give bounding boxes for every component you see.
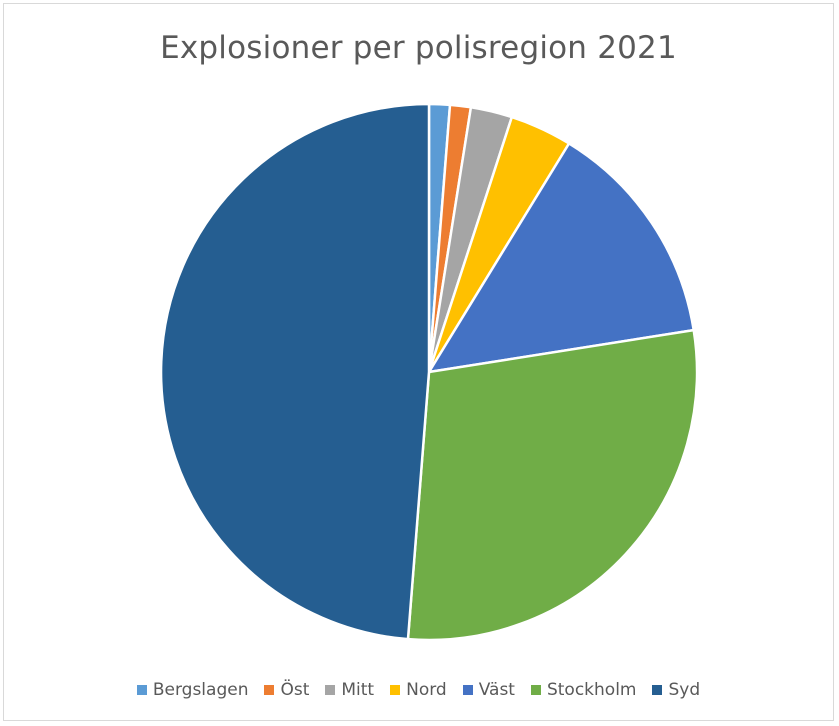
legend-label: Väst bbox=[478, 680, 515, 700]
legend-item: Syd bbox=[652, 680, 700, 700]
pie-chart bbox=[159, 102, 699, 642]
legend-item: Bergslagen bbox=[136, 680, 249, 700]
legend-item: Mitt bbox=[325, 680, 374, 700]
pie-slice-stockholm bbox=[406, 328, 699, 642]
legend-label: Bergslagen bbox=[152, 680, 249, 700]
legend-swatch bbox=[136, 685, 147, 695]
legend-swatch bbox=[325, 685, 336, 695]
legend-swatch bbox=[390, 685, 401, 695]
legend-item: Öst bbox=[264, 680, 309, 700]
legend-swatch bbox=[530, 685, 541, 695]
chart-frame: Explosioner per polisregion 2021 Bergsla… bbox=[3, 3, 834, 721]
legend-label: Mitt bbox=[341, 680, 375, 700]
legend-item: Väst bbox=[462, 680, 515, 700]
pie-slice-v-st bbox=[427, 142, 695, 374]
legend-swatch bbox=[264, 685, 275, 695]
legend-swatch bbox=[652, 685, 663, 695]
legend-label: Stockholm bbox=[546, 680, 637, 700]
legend-label: Nord bbox=[406, 680, 447, 700]
legend-label: Syd bbox=[668, 680, 701, 700]
chart-title: Explosioner per polisregion 2021 bbox=[160, 30, 677, 66]
legend-swatch bbox=[462, 685, 473, 695]
legend-item: Nord bbox=[390, 680, 447, 700]
pie-slice-syd bbox=[159, 102, 431, 641]
chart-legend: Bergslagen Öst Mitt Nord Väst Stockholm Syd bbox=[4, 680, 833, 700]
legend-label: Öst bbox=[280, 680, 310, 700]
legend-item: Stockholm bbox=[530, 680, 637, 700]
